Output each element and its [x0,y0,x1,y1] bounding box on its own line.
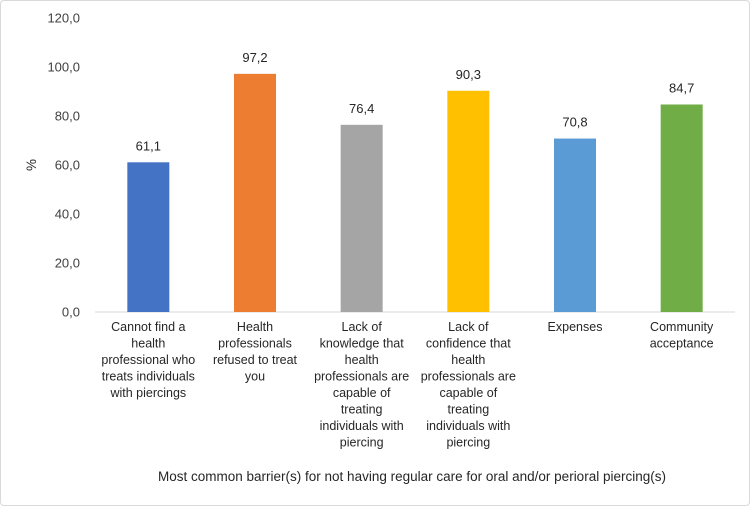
category-label-line: capable of [333,386,391,400]
category-label-line: professional who [101,353,195,367]
y-axis-title: % [24,159,39,171]
category-label-line: piercing [446,436,490,450]
category-label-line: treating [447,403,489,417]
bar [447,90,490,312]
category-label-line: Expenses [548,320,603,334]
category-label-line: knowledge that [320,337,405,351]
category-label-line: health [345,353,379,367]
category-label-line: health [131,337,165,351]
category-label-line: professionals [218,337,292,351]
category-label: Expenses [548,320,603,334]
category-label-line: capable of [439,386,497,400]
y-tick-label: 120,0 [47,11,80,26]
category-label-line: health [451,353,485,367]
category-label-line: Community [650,320,714,334]
bars [127,73,703,312]
category-label-line: treats individuals [102,370,195,384]
bar [234,73,276,312]
data-label: 90,3 [456,67,481,82]
y-tick-label: 80,0 [55,109,80,124]
category-label-line: professionals are [421,370,516,384]
data-label: 97,2 [242,50,267,65]
data-labels: 61,1 97,2 76,4 90,3 70,8 84,7 [136,50,695,153]
category-label-line: Lack of [448,320,489,334]
category-label-line: with piercings [109,386,186,400]
data-label: 76,4 [349,101,374,116]
category-label-line: Health [237,320,273,334]
y-tick-label: 0,0 [62,305,80,320]
category-label-line: individuals with [320,419,404,433]
category-label-line: individuals with [426,419,510,433]
y-tick-label: 40,0 [55,207,80,222]
category-label-line: acceptance [650,337,714,351]
category-label-line: Cannot find a [111,320,185,334]
y-axis-ticks: 0,0 20,0 40,0 60,0 80,0 100,0 120,0 [47,11,80,320]
category-label: Lack of knowledge that health professionals… [314,320,409,450]
y-tick-label: 100,0 [47,60,80,75]
bar [660,104,703,312]
y-tick-label: 20,0 [55,256,80,271]
category-label-line: Lack of [342,320,383,334]
category-label-line: you [245,370,265,384]
data-label: 70,8 [562,115,587,130]
category-label-line: confidence that [426,337,511,351]
data-label: 61,1 [136,138,161,153]
x-axis-title: Most common barrier(s) for not having re… [158,469,666,484]
data-label: 84,7 [669,80,694,95]
category-label: Health professionals refused to treat you [213,320,298,384]
category-label: Community acceptance [650,320,714,351]
category-label: Lack of confidence that health professional… [421,320,516,450]
category-label-line: treating [341,403,383,417]
y-tick-label: 60,0 [55,158,80,173]
category-label: Cannot find a health professional who treat… [101,320,195,400]
category-label-line: professionals are [314,370,409,384]
category-label-line: piercing [340,436,384,450]
category-label-line: refused to treat [213,353,298,367]
category-labels: Cannot find a health professional who treat… [101,320,714,450]
bar [554,138,596,312]
bar [340,124,383,312]
bar [127,162,170,312]
